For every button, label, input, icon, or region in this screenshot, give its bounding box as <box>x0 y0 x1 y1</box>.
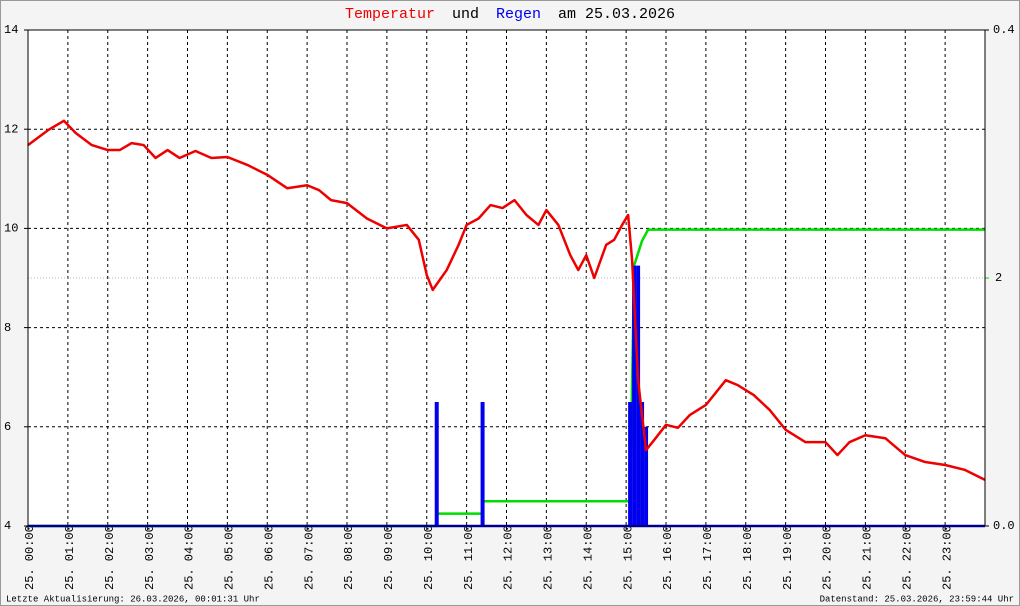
title-part: am 25.03.2026 <box>558 6 675 23</box>
x-tick-label: 25. 17:00 <box>701 525 715 590</box>
x-tick-label: 25. 22:00 <box>900 525 914 590</box>
bar <box>644 426 649 526</box>
bar <box>632 265 637 526</box>
y-tick-label: 14 <box>4 23 18 37</box>
x-tick-label: 25. 05:00 <box>223 525 237 590</box>
x-tick-label: 25. 04:00 <box>183 525 197 590</box>
bar <box>480 402 485 526</box>
x-tick-label: 25. 13:00 <box>542 525 556 590</box>
x-tick-label: 25. 12:00 <box>502 525 516 590</box>
plot-border <box>27 29 986 527</box>
y3-tick-label: 2 <box>995 271 1002 285</box>
x-tick-label: 25. 18:00 <box>741 525 755 590</box>
x-tick-label: 25. 21:00 <box>861 525 875 590</box>
bar <box>640 402 645 526</box>
y-tick-label: 10 <box>4 222 18 236</box>
title-part: Regen <box>496 6 541 23</box>
y-tick-label: 4 <box>4 519 11 533</box>
x-tick-label: 25. 11:00 <box>462 525 476 590</box>
x-tick-label: 25. 02:00 <box>103 525 117 590</box>
title-part: Temperatur <box>345 6 435 23</box>
line-series <box>27 119 986 481</box>
x-tick-label: 25. 20:00 <box>821 525 835 590</box>
x-tick-label: 25. 10:00 <box>422 525 436 590</box>
x-tick-label: 25. 01:00 <box>63 525 77 590</box>
title-part: und <box>452 6 479 23</box>
x-tick-label: 25. 09:00 <box>382 525 396 590</box>
x-tick-label: 25. 07:00 <box>302 525 316 590</box>
bar <box>434 402 439 526</box>
y-tick-label: 12 <box>4 122 18 136</box>
x-tick-label: 25. 16:00 <box>661 525 675 590</box>
y-tick-label: 8 <box>4 321 11 335</box>
x-tick-label: 25. 23:00 <box>940 525 954 590</box>
x-tick-label: 25. 14:00 <box>581 525 595 590</box>
y2-tick-label: 0.0 <box>993 519 1015 533</box>
x-tick-label: 25. 19:00 <box>781 525 795 590</box>
x-tick-label: 25. 00:00 <box>23 525 37 590</box>
x-tick-label: 25. 08:00 <box>342 525 356 590</box>
x-tick-label: 25. 03:00 <box>143 525 157 590</box>
footer-left: Letzte Aktualisierung: 26.03.2026, 00:01… <box>6 594 260 604</box>
bar <box>636 265 641 526</box>
chart-title: Temperatur und Regen am 25.03.2026 <box>345 6 675 23</box>
x-tick-label: 25. 15:00 <box>621 525 635 590</box>
x-tick-label: 25. 06:00 <box>262 525 276 590</box>
footer-right: Datenstand: 25.03.2026, 23:59:44 Uhr <box>820 594 1014 604</box>
y-tick-label: 6 <box>4 420 11 434</box>
y2-tick-label: 0.4 <box>993 23 1015 37</box>
bar <box>628 402 633 526</box>
